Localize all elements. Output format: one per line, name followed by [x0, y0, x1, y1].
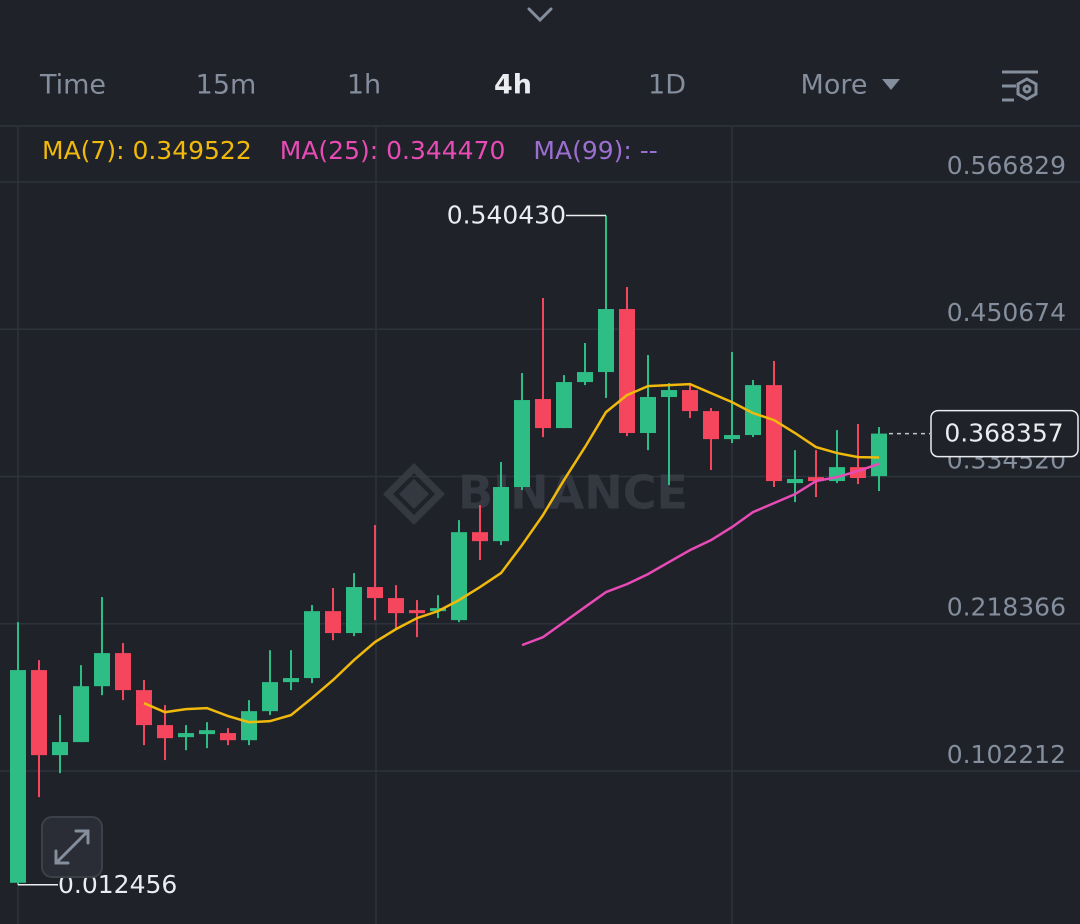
candle-body: [871, 433, 887, 477]
candle-body: [766, 385, 782, 482]
tab[interactable]: 1D: [648, 70, 686, 101]
candle-body: [178, 733, 194, 738]
candle-body: [808, 477, 824, 482]
candle-body: [73, 686, 89, 743]
watermark: BINANCE: [458, 466, 688, 520]
high-label: 0.540430: [447, 200, 566, 229]
candle-body: [262, 682, 278, 712]
tab[interactable]: More: [801, 70, 868, 101]
legend-entry: MA(99): --: [533, 136, 657, 165]
timeframe-tabs: Time 15m 1h 4h 1D More: [39, 70, 900, 101]
candle-body: [220, 733, 236, 741]
candle-body: [304, 611, 320, 679]
candle-body: [367, 587, 383, 599]
candle-body: [199, 730, 215, 735]
candle-body: [661, 390, 677, 398]
candle-body: [724, 435, 740, 440]
chart-settings-icon[interactable]: [1002, 70, 1038, 102]
legend-entry: MA(7): 0.349522: [42, 136, 252, 165]
y-tick-label: 0.450674: [947, 298, 1066, 327]
candle-body: [682, 390, 698, 412]
candle-body: [640, 397, 656, 434]
collapse-chevron[interactable]: [527, 7, 553, 23]
candle-body: [409, 610, 425, 614]
candle-body: [94, 653, 110, 687]
tab[interactable]: 1h: [347, 70, 381, 101]
y-tick-label: 0.102212: [947, 740, 1066, 769]
tab[interactable]: 4h: [494, 70, 532, 101]
candle-body: [157, 725, 173, 739]
candle-body: [598, 309, 614, 373]
last-price-label: 0.368357: [944, 419, 1063, 448]
candle-body: [52, 742, 68, 756]
candle-body: [325, 611, 341, 634]
tab[interactable]: Time: [39, 70, 106, 101]
fullscreen-button[interactable]: [41, 816, 103, 878]
candle-body: [472, 532, 488, 542]
legend-entry: MA(25): 0.344470: [280, 136, 506, 165]
candle-body: [703, 411, 719, 440]
candle-body: [430, 608, 446, 612]
candle-body: [136, 690, 152, 726]
candle-body: [451, 532, 467, 621]
candle-body: [745, 385, 761, 436]
candle-body: [31, 670, 47, 756]
y-tick-label: 0.218366: [947, 593, 1066, 622]
candle-body: [493, 487, 509, 542]
candle-body: [514, 400, 530, 488]
dropdown-arrow: [882, 79, 900, 90]
candle-body: [115, 653, 131, 691]
candle-body: [619, 309, 635, 434]
legend: MA(7): 0.349522 MA(25): 0.344470 MA(99): -…: [42, 136, 658, 165]
watermark-logo: [383, 463, 445, 525]
tab[interactable]: 15m: [196, 70, 257, 101]
candle-body: [556, 382, 572, 429]
y-tick-label: 0.566829: [947, 151, 1066, 180]
candle-body: [241, 711, 257, 741]
candle-body: [283, 678, 299, 683]
candle-body: [535, 399, 551, 429]
candle-body: [10, 670, 26, 883]
candle-body: [388, 598, 404, 614]
candle-body: [850, 467, 866, 479]
ma-line: [143, 382, 880, 724]
candle-body: [346, 587, 362, 634]
candle-body: [577, 372, 593, 383]
ma-line: [521, 462, 880, 647]
last-price-box: [930, 409, 1079, 458]
candle-body: [787, 479, 803, 484]
